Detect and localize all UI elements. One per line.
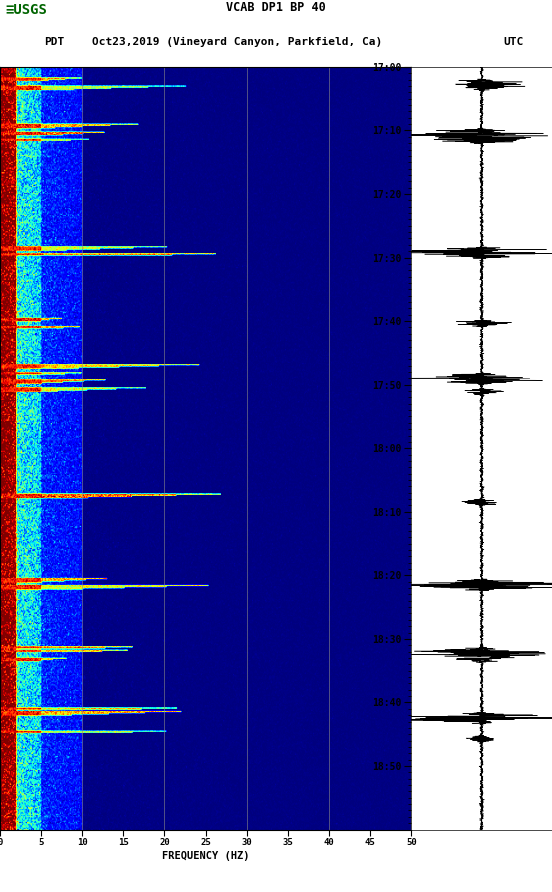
X-axis label: FREQUENCY (HZ): FREQUENCY (HZ) [162,851,250,861]
Text: ≡USGS: ≡USGS [6,4,47,17]
Text: UTC: UTC [503,37,523,46]
Text: PDT: PDT [44,37,65,46]
Text: Oct23,2019 (Vineyard Canyon, Parkfield, Ca): Oct23,2019 (Vineyard Canyon, Parkfield, … [92,37,383,46]
Text: VCAB DP1 BP 40: VCAB DP1 BP 40 [226,1,326,14]
